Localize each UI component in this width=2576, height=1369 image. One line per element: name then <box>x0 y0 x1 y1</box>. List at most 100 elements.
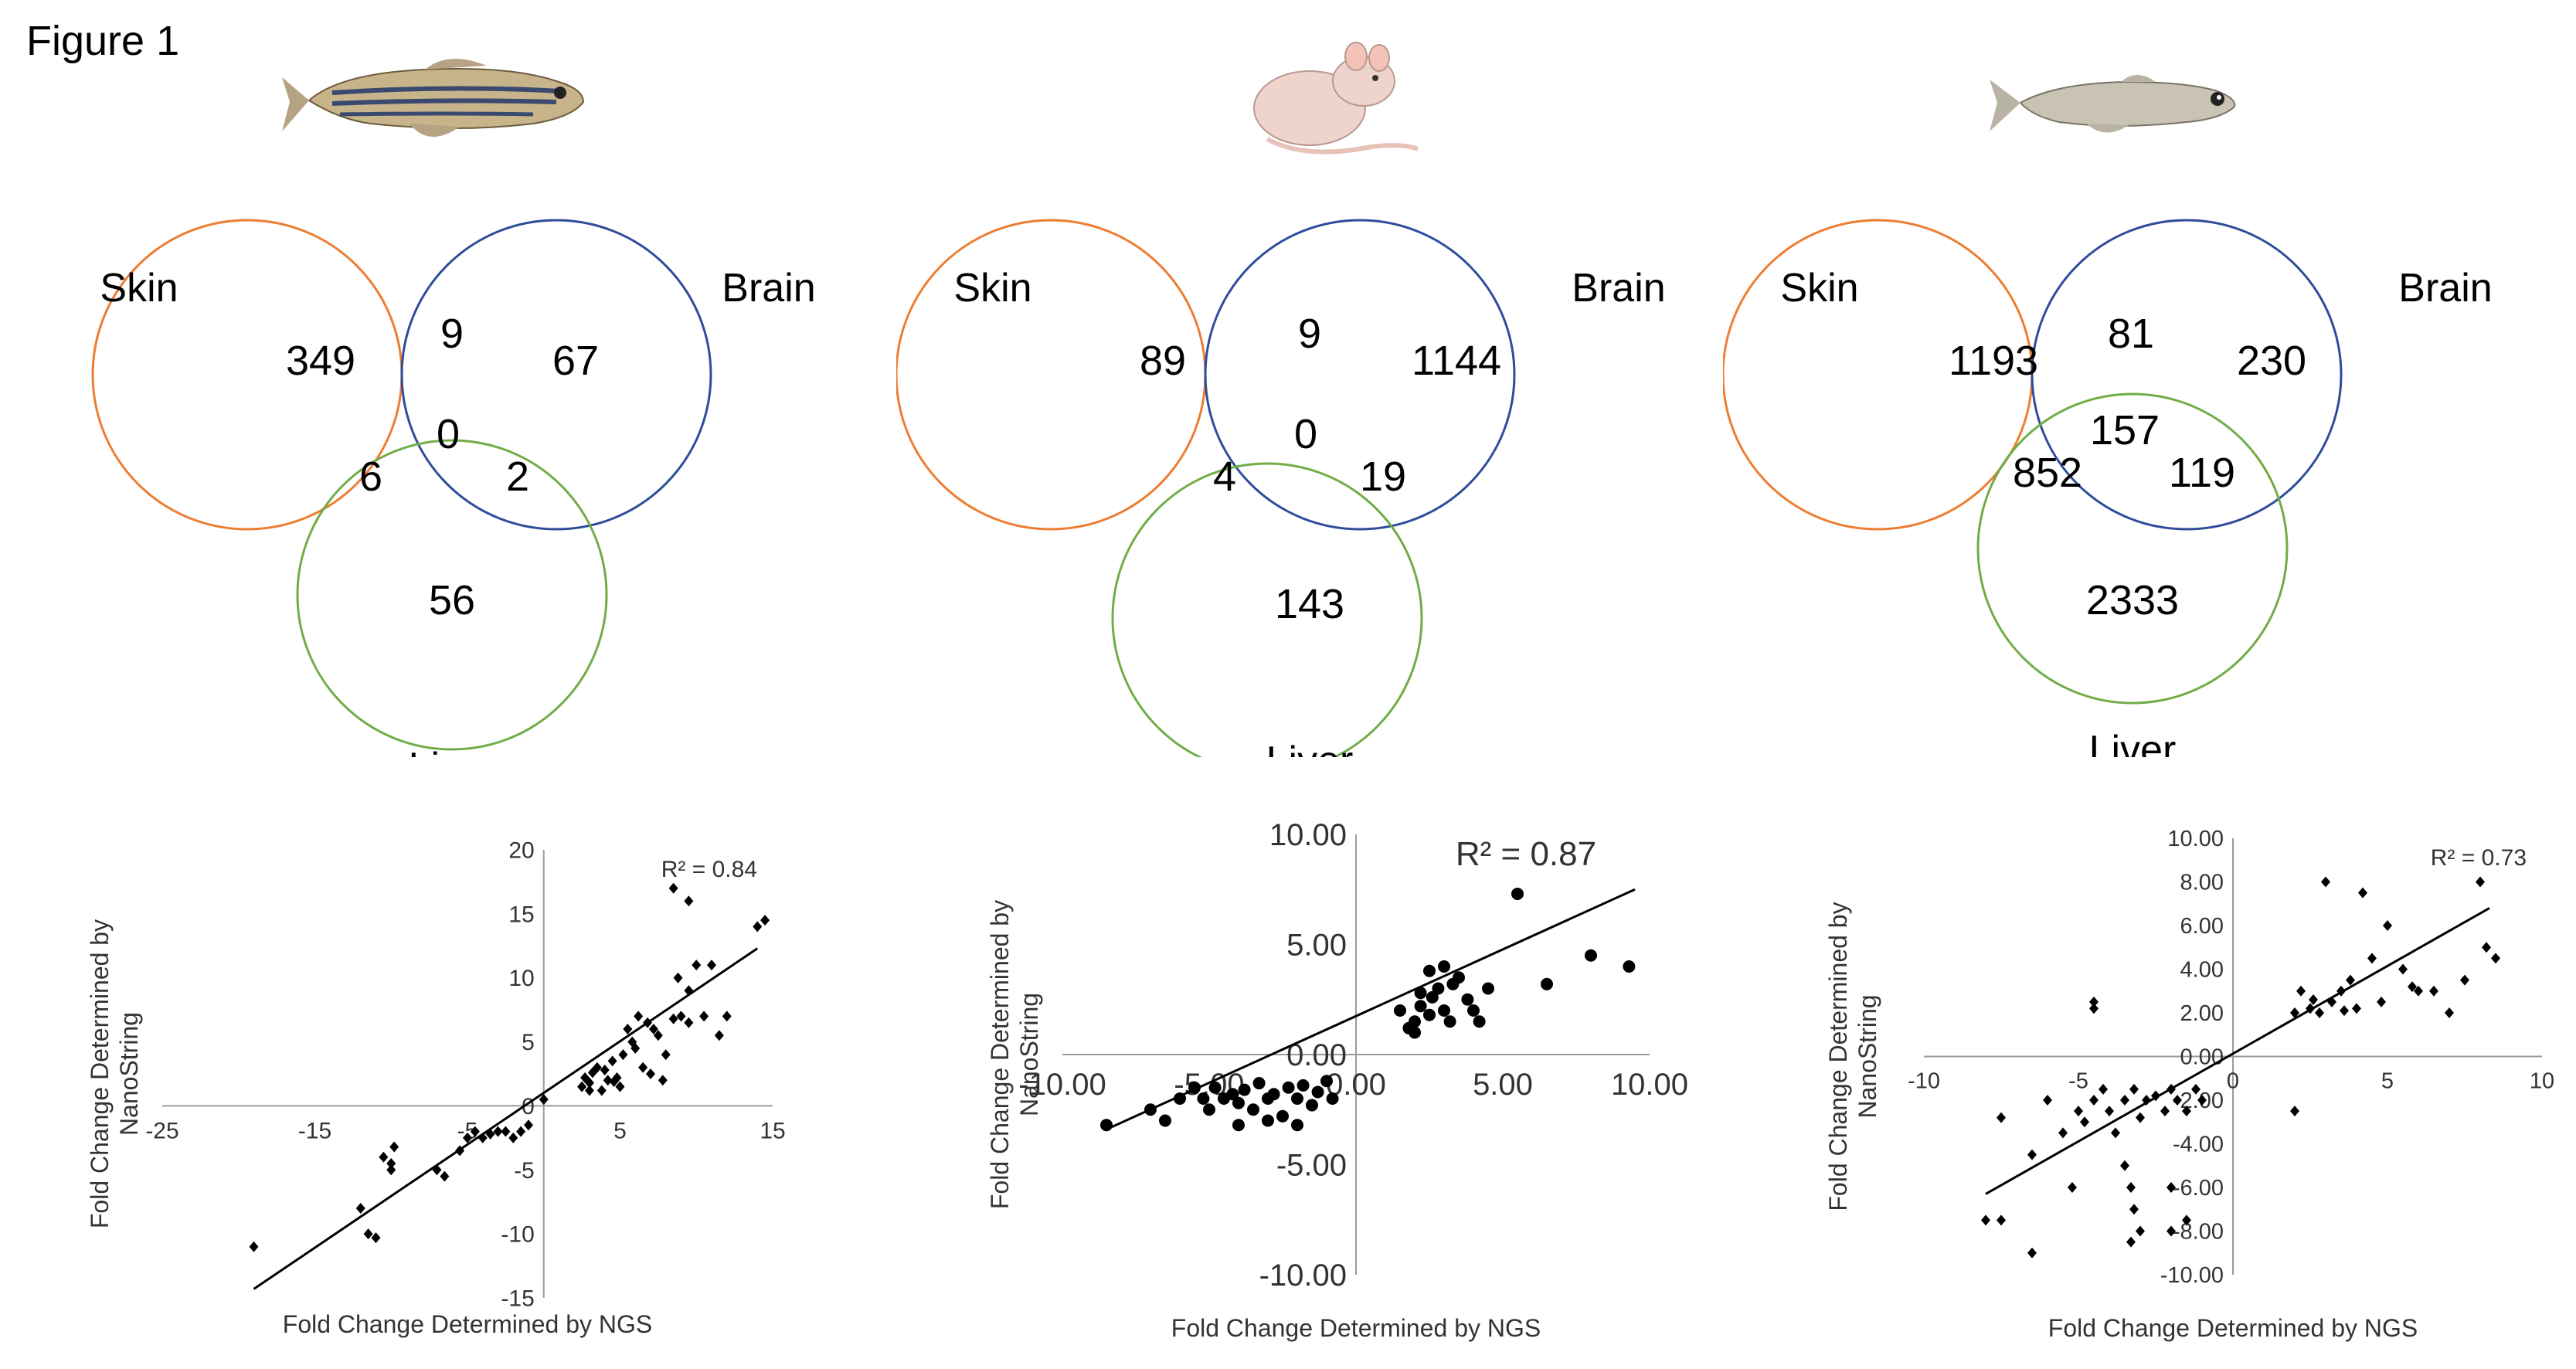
liver-label: Liver <box>409 745 496 757</box>
data-point <box>2089 1095 2099 1106</box>
y-tick-label: 8.00 <box>2180 871 2224 895</box>
y-tick-label: 15 <box>508 902 534 927</box>
x-tick-label: 10.00 <box>1611 1068 1688 1102</box>
y-axis-title: Fold Change Determined byNanoString <box>1824 902 1881 1211</box>
x-tick-label: -25 <box>145 1118 178 1143</box>
y-tick-label: -10.00 <box>2160 1263 2224 1288</box>
data-point <box>661 1049 671 1061</box>
figure-title: Figure 1 <box>26 18 180 64</box>
data-point <box>2476 876 2485 888</box>
data-point <box>643 1017 653 1028</box>
liver-label: Liver <box>2089 728 2177 757</box>
data-point <box>1188 1081 1201 1094</box>
data-point <box>539 1094 549 1106</box>
data-point <box>2367 953 2377 964</box>
data-point <box>2197 1095 2207 1106</box>
skin-liver-count: 4 <box>1213 454 1236 500</box>
data-point <box>653 1030 663 1041</box>
skin-label: Skin <box>100 266 178 311</box>
y-axis-title-line2: NanoString <box>115 1012 143 1136</box>
data-point <box>1461 993 1474 1006</box>
data-point <box>2491 953 2500 964</box>
liver-circle <box>1111 462 1423 757</box>
data-point <box>2068 1182 2077 1193</box>
data-point <box>501 1126 511 1137</box>
data-point <box>1276 1109 1289 1123</box>
y-tick-label: -5.00 <box>1276 1149 1347 1183</box>
data-point <box>2346 974 2355 986</box>
x-tick-label: 5.00 <box>1473 1068 1533 1102</box>
data-point <box>600 1065 610 1076</box>
y-tick-label: -4.00 <box>2173 1133 2224 1157</box>
y-tick-label: 10 <box>508 966 534 991</box>
liver-label: Liver <box>1266 739 1354 757</box>
data-point <box>1446 977 1460 990</box>
y-tick-label: -8.00 <box>2173 1220 2224 1245</box>
data-point <box>1414 987 1427 1000</box>
brain-liver-count: 19 <box>1360 454 1406 500</box>
data-point <box>2166 1225 2176 1237</box>
data-point <box>2142 1095 2151 1106</box>
y-axis-title-line1: Fold Change Determined by <box>86 919 114 1228</box>
data-point <box>2105 1106 2114 1117</box>
data-point <box>1291 1092 1303 1105</box>
data-point <box>2290 1007 2299 1018</box>
x-tick-label: -10.00 <box>1018 1068 1106 1102</box>
data-point <box>371 1232 381 1244</box>
data-point <box>1482 982 1494 995</box>
y-tick-label: 6.00 <box>2180 914 2224 939</box>
y-tick-label: 5.00 <box>1286 929 1347 963</box>
x-tick-label: 15 <box>760 1118 785 1143</box>
venn-diagram-zebrafish: Skin Brain Liver 349 9 67 0 6 2 56 <box>91 219 816 757</box>
data-point <box>1541 977 1553 990</box>
data-point <box>1443 1015 1456 1028</box>
data-point <box>1267 1088 1280 1101</box>
all-three-count: 157 <box>2090 407 2160 454</box>
y-tick-label: -10 <box>501 1222 534 1248</box>
y-tick-label: -6.00 <box>2173 1176 2224 1201</box>
data-point <box>2126 1236 2136 1248</box>
data-point <box>2080 1116 2089 1128</box>
data-point <box>524 1119 533 1131</box>
data-point <box>432 1164 442 1176</box>
data-point <box>389 1141 399 1153</box>
y-axis-title-line1: Fold Change Determined by <box>986 900 1014 1209</box>
skin-label: Skin <box>1780 266 1858 311</box>
data-point <box>2182 1106 2191 1117</box>
x-tick-label: -15 <box>298 1118 331 1143</box>
data-point <box>2321 876 2330 888</box>
data-point <box>2429 985 2438 997</box>
data-point <box>634 1011 644 1022</box>
brain-circle <box>400 219 712 531</box>
data-point <box>1423 1008 1436 1021</box>
data-point <box>2383 920 2392 931</box>
data-point <box>1981 1214 1990 1226</box>
data-point <box>2352 1003 2361 1014</box>
data-point <box>2414 985 2423 997</box>
data-point <box>2151 1090 2160 1102</box>
trendline <box>1985 907 2490 1195</box>
brain-label: Brain <box>1572 266 1665 311</box>
data-point <box>1394 1004 1406 1017</box>
data-point <box>1585 949 1597 962</box>
data-point <box>1623 960 1636 973</box>
data-point <box>2336 985 2346 997</box>
data-point <box>2290 1106 2299 1117</box>
x-tick-label: -5 <box>2068 1069 2088 1094</box>
skin-brain-count: 9 <box>440 311 464 357</box>
data-point <box>463 1132 472 1143</box>
data-point <box>630 1042 641 1054</box>
skin-brain-count: 81 <box>2108 311 2154 357</box>
brain-liver-count: 2 <box>506 454 529 500</box>
skin-only-count: 349 <box>286 338 355 384</box>
data-point <box>2126 1182 2136 1193</box>
x-axis-title: Fold Change Determined by NGS <box>1171 1314 1541 1342</box>
data-point <box>618 1049 628 1061</box>
data-point <box>2191 1083 2200 1095</box>
brain-label: Brain <box>2398 266 2492 311</box>
data-point <box>722 1011 732 1022</box>
data-point <box>1296 1079 1310 1092</box>
trendline <box>253 947 759 1290</box>
data-point <box>1232 1096 1245 1109</box>
brain-only-count: 1144 <box>1412 338 1501 384</box>
